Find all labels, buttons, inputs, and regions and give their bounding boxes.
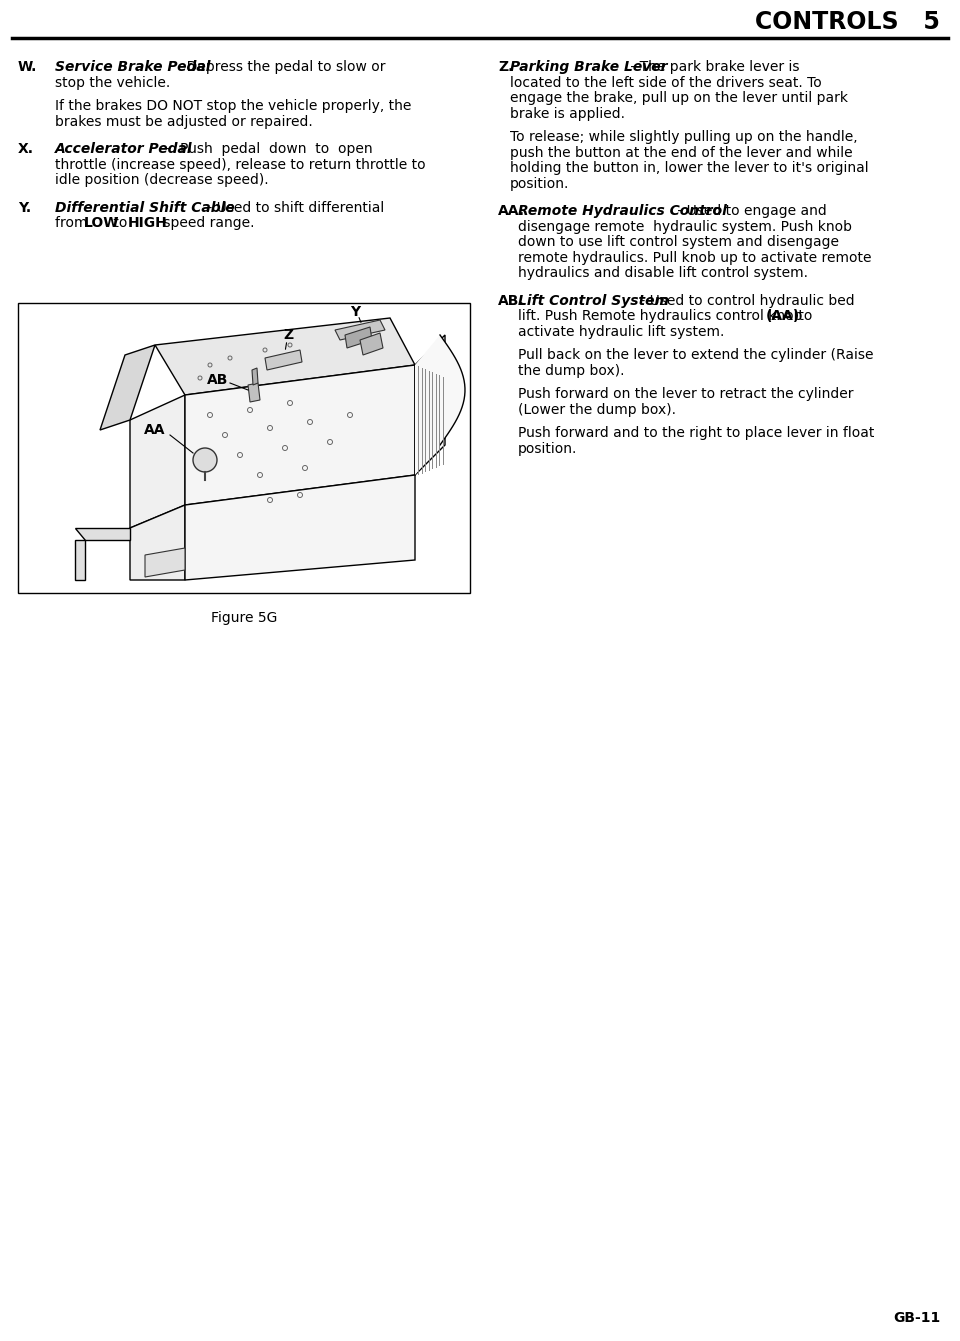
Text: (Lower the dump box).: (Lower the dump box). xyxy=(518,402,676,417)
Text: Z.: Z. xyxy=(498,60,514,74)
Text: (AA): (AA) xyxy=(766,308,801,323)
Polygon shape xyxy=(415,335,445,475)
Text: GB-11: GB-11 xyxy=(893,1311,940,1325)
Polygon shape xyxy=(335,320,385,341)
Text: Accelerator Pedal: Accelerator Pedal xyxy=(55,142,193,156)
Text: activate hydraulic lift system.: activate hydraulic lift system. xyxy=(518,325,725,338)
Text: throttle (increase speed), release to return throttle to: throttle (increase speed), release to re… xyxy=(55,157,425,172)
Text: - Used to shift differential: - Used to shift differential xyxy=(203,201,384,215)
Text: - Used to engage and: - Used to engage and xyxy=(673,204,827,219)
Polygon shape xyxy=(145,548,185,577)
Polygon shape xyxy=(130,396,185,528)
Text: AB: AB xyxy=(207,373,228,388)
Text: position.: position. xyxy=(518,441,577,456)
Bar xyxy=(18,303,470,593)
Text: position.: position. xyxy=(510,177,569,190)
Text: W.: W. xyxy=(18,60,37,74)
Polygon shape xyxy=(265,350,302,370)
Text: AA: AA xyxy=(144,422,166,437)
Text: Figure 5G: Figure 5G xyxy=(211,611,277,625)
Text: brake is applied.: brake is applied. xyxy=(510,106,625,121)
Polygon shape xyxy=(360,333,383,355)
Polygon shape xyxy=(130,506,185,581)
Text: - Used to control hydraulic bed: - Used to control hydraulic bed xyxy=(636,294,854,307)
Text: located to the left side of the drivers seat. To: located to the left side of the drivers … xyxy=(510,75,822,90)
Text: the dump box).: the dump box). xyxy=(518,363,625,378)
Text: disengage remote  hydraulic system. Push knob: disengage remote hydraulic system. Push … xyxy=(518,220,852,233)
Text: If the brakes DO NOT stop the vehicle properly, the: If the brakes DO NOT stop the vehicle pr… xyxy=(55,99,412,113)
Text: speed range.: speed range. xyxy=(159,216,254,231)
Text: CONTROLS   5: CONTROLS 5 xyxy=(756,9,940,34)
Polygon shape xyxy=(185,475,415,581)
Text: HIGH: HIGH xyxy=(128,216,168,231)
Text: push the button at the end of the lever and while: push the button at the end of the lever … xyxy=(510,146,852,160)
Text: LOW: LOW xyxy=(84,216,119,231)
Text: - Depress the pedal to slow or: - Depress the pedal to slow or xyxy=(173,60,386,74)
Text: lift. Push Remote hydraulics control knob: lift. Push Remote hydraulics control kno… xyxy=(518,308,806,323)
Text: from: from xyxy=(55,216,92,231)
Text: Service Brake Pedal: Service Brake Pedal xyxy=(55,60,210,74)
Text: Remote Hydraulics Control: Remote Hydraulics Control xyxy=(518,204,727,219)
Text: - The park brake lever is: - The park brake lever is xyxy=(626,60,800,74)
Polygon shape xyxy=(252,367,258,385)
Polygon shape xyxy=(248,384,260,402)
Text: AB.: AB. xyxy=(498,294,524,307)
Text: to: to xyxy=(109,216,132,231)
Polygon shape xyxy=(185,365,415,506)
Text: Z: Z xyxy=(283,329,293,342)
Text: Differential Shift Cable: Differential Shift Cable xyxy=(55,201,235,215)
Text: to: to xyxy=(794,308,812,323)
Text: X.: X. xyxy=(18,142,34,156)
Text: To release; while slightly pulling up on the handle,: To release; while slightly pulling up on… xyxy=(510,130,857,143)
Polygon shape xyxy=(100,345,155,430)
Circle shape xyxy=(193,448,217,472)
Text: Y: Y xyxy=(350,304,360,319)
Text: Y.: Y. xyxy=(18,201,31,215)
Polygon shape xyxy=(155,318,415,396)
Text: Parking Brake Lever: Parking Brake Lever xyxy=(510,60,667,74)
Polygon shape xyxy=(345,327,372,349)
Text: -  Push  pedal  down  to  open: - Push pedal down to open xyxy=(162,142,372,156)
Text: AA.: AA. xyxy=(498,204,525,219)
Text: Push forward and to the right to place lever in float: Push forward and to the right to place l… xyxy=(518,426,875,440)
Text: hydraulics and disable lift control system.: hydraulics and disable lift control syst… xyxy=(518,266,808,280)
Text: down to use lift control system and disengage: down to use lift control system and dise… xyxy=(518,235,839,249)
Polygon shape xyxy=(75,540,85,581)
Text: engage the brake, pull up on the lever until park: engage the brake, pull up on the lever u… xyxy=(510,91,848,105)
Text: idle position (decrease speed).: idle position (decrease speed). xyxy=(55,173,269,186)
Text: brakes must be adjusted or repaired.: brakes must be adjusted or repaired. xyxy=(55,114,313,129)
Text: remote hydraulics. Pull knob up to activate remote: remote hydraulics. Pull knob up to activ… xyxy=(518,251,872,264)
Polygon shape xyxy=(415,335,465,475)
Text: Lift Control System: Lift Control System xyxy=(518,294,669,307)
Text: stop the vehicle.: stop the vehicle. xyxy=(55,75,170,90)
Text: Push forward on the lever to retract the cylinder: Push forward on the lever to retract the… xyxy=(518,388,853,401)
Text: holding the button in, lower the lever to it's original: holding the button in, lower the lever t… xyxy=(510,161,869,174)
Polygon shape xyxy=(75,528,130,540)
Text: Pull back on the lever to extend the cylinder (Raise: Pull back on the lever to extend the cyl… xyxy=(518,349,874,362)
